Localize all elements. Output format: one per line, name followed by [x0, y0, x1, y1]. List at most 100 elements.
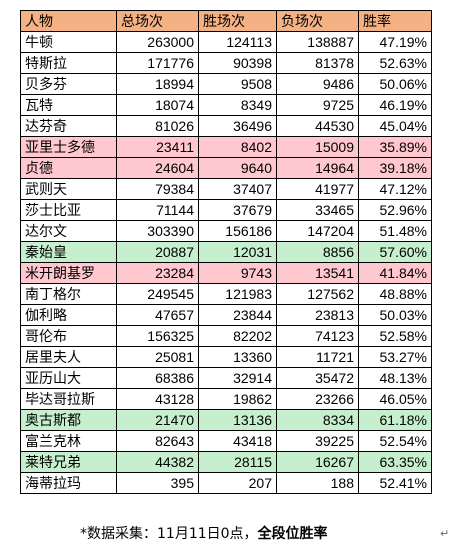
cell-rate: 35.89%	[358, 136, 432, 158]
cell-losses: 15009	[276, 136, 359, 158]
cell-rate: 53.27%	[358, 346, 432, 368]
cell-rate: 61.18%	[358, 409, 432, 431]
cell-rate: 52.96%	[358, 199, 432, 221]
footer-note: *数据采集：11月11日0点，全段位胜率	[80, 523, 328, 543]
table-row: 莎士比亚 71144 37679 33465 52.96%	[20, 199, 432, 221]
cell-rate: 48.13%	[358, 367, 432, 389]
cell-name: 瓦特	[20, 94, 117, 116]
cell-wins: 82202	[198, 325, 277, 347]
cell-rate: 57.60%	[358, 241, 432, 263]
cell-rate: 48.88%	[358, 283, 432, 305]
table-row: 亚历山大 68386 32914 35472 48.13%	[20, 367, 432, 389]
cell-name: 莱特兄弟	[20, 451, 117, 473]
cell-total: 18994	[116, 73, 199, 95]
cell-total: 20887	[116, 241, 199, 263]
table-row: 米开朗基罗 23284 9743 13541 41.84%	[20, 262, 432, 284]
cell-rate: 52.54%	[358, 430, 432, 452]
cell-name: 莎士比亚	[20, 199, 117, 221]
cell-wins: 37679	[198, 199, 277, 221]
cell-losses: 188	[276, 472, 359, 494]
footer-prefix: *数据采集：11月11日0点，	[80, 526, 258, 542]
cell-wins: 23844	[198, 304, 277, 326]
cell-total: 82643	[116, 430, 199, 452]
cell-wins: 28115	[198, 451, 277, 473]
table-row: 贝多芬 18994 9508 9486 50.06%	[20, 73, 432, 95]
cell-losses: 23266	[276, 388, 359, 410]
cell-name: 达芬奇	[20, 115, 117, 137]
table-row: 伽利略 47657 23844 23813 50.03%	[20, 304, 432, 326]
cell-losses: 9486	[276, 73, 359, 95]
cell-wins: 121983	[198, 283, 277, 305]
cell-losses: 81378	[276, 52, 359, 74]
cell-total: 23411	[116, 136, 199, 158]
cell-losses: 39225	[276, 430, 359, 452]
cell-total: 21470	[116, 409, 199, 431]
cell-total: 79384	[116, 178, 199, 200]
table-row: 海蒂拉玛 395 207 188 52.41%	[20, 472, 432, 494]
cell-name: 伽利略	[20, 304, 117, 326]
table-row: 武则天 79384 37407 41977 47.12%	[20, 178, 432, 200]
cell-rate: 52.41%	[358, 472, 432, 494]
cell-losses: 127562	[276, 283, 359, 305]
cell-wins: 124113	[198, 31, 277, 53]
cell-wins: 156186	[198, 220, 277, 242]
table-row: 奥古斯都 21470 13136 8334 61.18%	[20, 409, 432, 431]
table-row: 牛顿 263000 124113 138887 47.19%	[20, 31, 432, 53]
header-losses: 负场次	[276, 10, 359, 32]
cell-total: 23284	[116, 262, 199, 284]
cell-wins: 19862	[198, 388, 277, 410]
cell-losses: 9725	[276, 94, 359, 116]
cell-losses: 11721	[276, 346, 359, 368]
table-header-row: 人物 总场次 胜场次 负场次 胜率	[20, 10, 432, 32]
cell-total: 44382	[116, 451, 199, 473]
cell-wins: 36496	[198, 115, 277, 137]
cell-total: 395	[116, 472, 199, 494]
paragraph-return-mark: ↵	[440, 527, 450, 540]
table-row: 南丁格尔 249545 121983 127562 48.88%	[20, 283, 432, 305]
table-row: 莱特兄弟 44382 28115 16267 63.35%	[20, 451, 432, 473]
cell-rate: 63.35%	[358, 451, 432, 473]
cell-name: 海蒂拉玛	[20, 472, 117, 494]
header-wins: 胜场次	[198, 10, 277, 32]
cell-name: 贞德	[20, 157, 117, 179]
cell-wins: 90398	[198, 52, 277, 74]
cell-rate: 52.63%	[358, 52, 432, 74]
cell-total: 249545	[116, 283, 199, 305]
cell-wins: 8349	[198, 94, 277, 116]
table-row: 哥伦布 156325 82202 74123 52.58%	[20, 325, 432, 347]
cell-name: 居里夫人	[20, 346, 117, 368]
table-row: 秦始皇 20887 12031 8856 57.60%	[20, 241, 432, 263]
cell-wins: 8402	[198, 136, 277, 158]
cell-losses: 13541	[276, 262, 359, 284]
cell-losses: 74123	[276, 325, 359, 347]
cell-name: 贝多芬	[20, 73, 117, 95]
cell-name: 达尔文	[20, 220, 117, 242]
cell-rate: 39.18%	[358, 157, 432, 179]
cell-name: 武则天	[20, 178, 117, 200]
win-rate-table: 人物 总场次 胜场次 负场次 胜率 牛顿 263000 124113 138887 47…	[20, 10, 432, 494]
cell-rate: 46.05%	[358, 388, 432, 410]
cell-name: 秦始皇	[20, 241, 117, 263]
cell-rate: 47.12%	[358, 178, 432, 200]
table-body: 牛顿 263000 124113 138887 47.19% 特斯拉 171776 90398…	[20, 31, 432, 494]
table-row: 毕达哥拉斯 43128 19862 23266 46.05%	[20, 388, 432, 410]
cell-wins: 32914	[198, 367, 277, 389]
table-row: 贞德 24604 9640 14964 39.18%	[20, 157, 432, 179]
cell-losses: 8334	[276, 409, 359, 431]
cell-name: 牛顿	[20, 31, 117, 53]
cell-losses: 44530	[276, 115, 359, 137]
cell-name: 米开朗基罗	[20, 262, 117, 284]
cell-total: 25081	[116, 346, 199, 368]
cell-total: 171776	[116, 52, 199, 74]
cell-total: 18074	[116, 94, 199, 116]
cell-losses: 23813	[276, 304, 359, 326]
cell-wins: 9743	[198, 262, 277, 284]
cell-total: 24604	[116, 157, 199, 179]
cell-total: 71144	[116, 199, 199, 221]
footer-bold: 全段位胜率	[257, 526, 328, 542]
cell-rate: 52.58%	[358, 325, 432, 347]
cell-losses: 14964	[276, 157, 359, 179]
cell-name: 富兰克林	[20, 430, 117, 452]
table-row: 亚里士多德 23411 8402 15009 35.89%	[20, 136, 432, 158]
cell-name: 亚里士多德	[20, 136, 117, 158]
